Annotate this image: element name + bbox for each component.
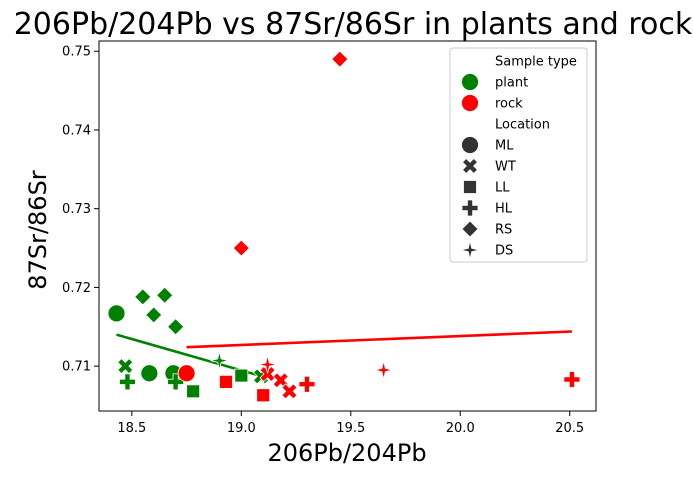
- legend-marker-wt: [461, 157, 479, 175]
- legend-label-ds: DS: [495, 244, 513, 259]
- rock-point: [272, 372, 289, 389]
- rock-point: [374, 360, 393, 380]
- legend-marker-plant: [461, 73, 479, 91]
- legend-label-rs: RS: [495, 223, 512, 238]
- rock-point: [232, 239, 250, 257]
- y-axis-label: 87Sr/86Sr: [24, 170, 52, 290]
- plant-point: [134, 288, 152, 306]
- rock-point: [259, 365, 276, 383]
- plant-point: [119, 373, 136, 391]
- x-tick-label: 19.5: [336, 421, 365, 436]
- rock-point: [219, 374, 233, 389]
- legend-marker-rock: [461, 94, 479, 112]
- rock-point: [256, 388, 271, 403]
- y-tick-label: 0.71: [62, 360, 91, 375]
- legend-label-wt: WT: [495, 160, 516, 175]
- y-tick-label: 0.74: [62, 123, 91, 138]
- legend-marker-hl: [461, 199, 479, 217]
- plant-point: [210, 351, 229, 370]
- legend-label-plant: plant: [495, 76, 528, 91]
- legend-label-ll: LL: [495, 181, 510, 196]
- plant-point: [156, 286, 174, 304]
- legend-style-title: Location: [495, 118, 550, 133]
- plant-point: [167, 373, 185, 391]
- rock-point: [331, 50, 349, 68]
- x-tick-label: 20.0: [446, 421, 475, 436]
- plot-area: 18.5 19.0 19.5 20.0 20.5 0.71 0.72 0.73 0.74 0.75: [62, 40, 597, 436]
- legend-label-hl: HL: [495, 202, 513, 217]
- x-tick-label: 19.0: [227, 421, 256, 436]
- plant-point: [107, 304, 126, 323]
- rock-point: [258, 355, 277, 374]
- plot-frame: [98, 40, 597, 412]
- plant-point: [117, 358, 134, 375]
- chart-title: 206Pb/204Pb vs 87Sr/86Sr in plants and r…: [14, 7, 693, 42]
- legend-box: [449, 47, 588, 263]
- legend-label-ml: ML: [495, 139, 514, 154]
- legend-hue-title: Sample type: [495, 55, 577, 70]
- rock-point: [563, 371, 581, 388]
- legend-marker-ll: [463, 180, 477, 194]
- x-axis-label: 206Pb/204Pb: [267, 439, 426, 467]
- x-tick-label: 18.5: [117, 421, 146, 436]
- legend: Sample type plant rock Location ML WT LL HL RS DS: [449, 47, 588, 263]
- plant-point: [167, 318, 185, 336]
- plant-point: [145, 306, 163, 324]
- rock-point: [281, 383, 298, 400]
- plant-point: [186, 384, 201, 399]
- plant-point: [234, 368, 249, 383]
- rock-point: [177, 364, 196, 383]
- y-tick-label: 0.72: [62, 281, 91, 296]
- rock-point: [298, 375, 316, 393]
- legend-label-rock: rock: [495, 97, 523, 112]
- rock-regression-line: [186, 330, 572, 349]
- legend-marker-rs: [461, 220, 479, 238]
- y-tick-label: 0.75: [62, 45, 91, 60]
- y-tick-label: 0.73: [62, 202, 91, 217]
- x-tick-label: 20.5: [555, 421, 584, 436]
- legend-marker-ds: [460, 240, 480, 260]
- legend-marker-ml: [461, 136, 479, 154]
- plant-point: [140, 364, 159, 383]
